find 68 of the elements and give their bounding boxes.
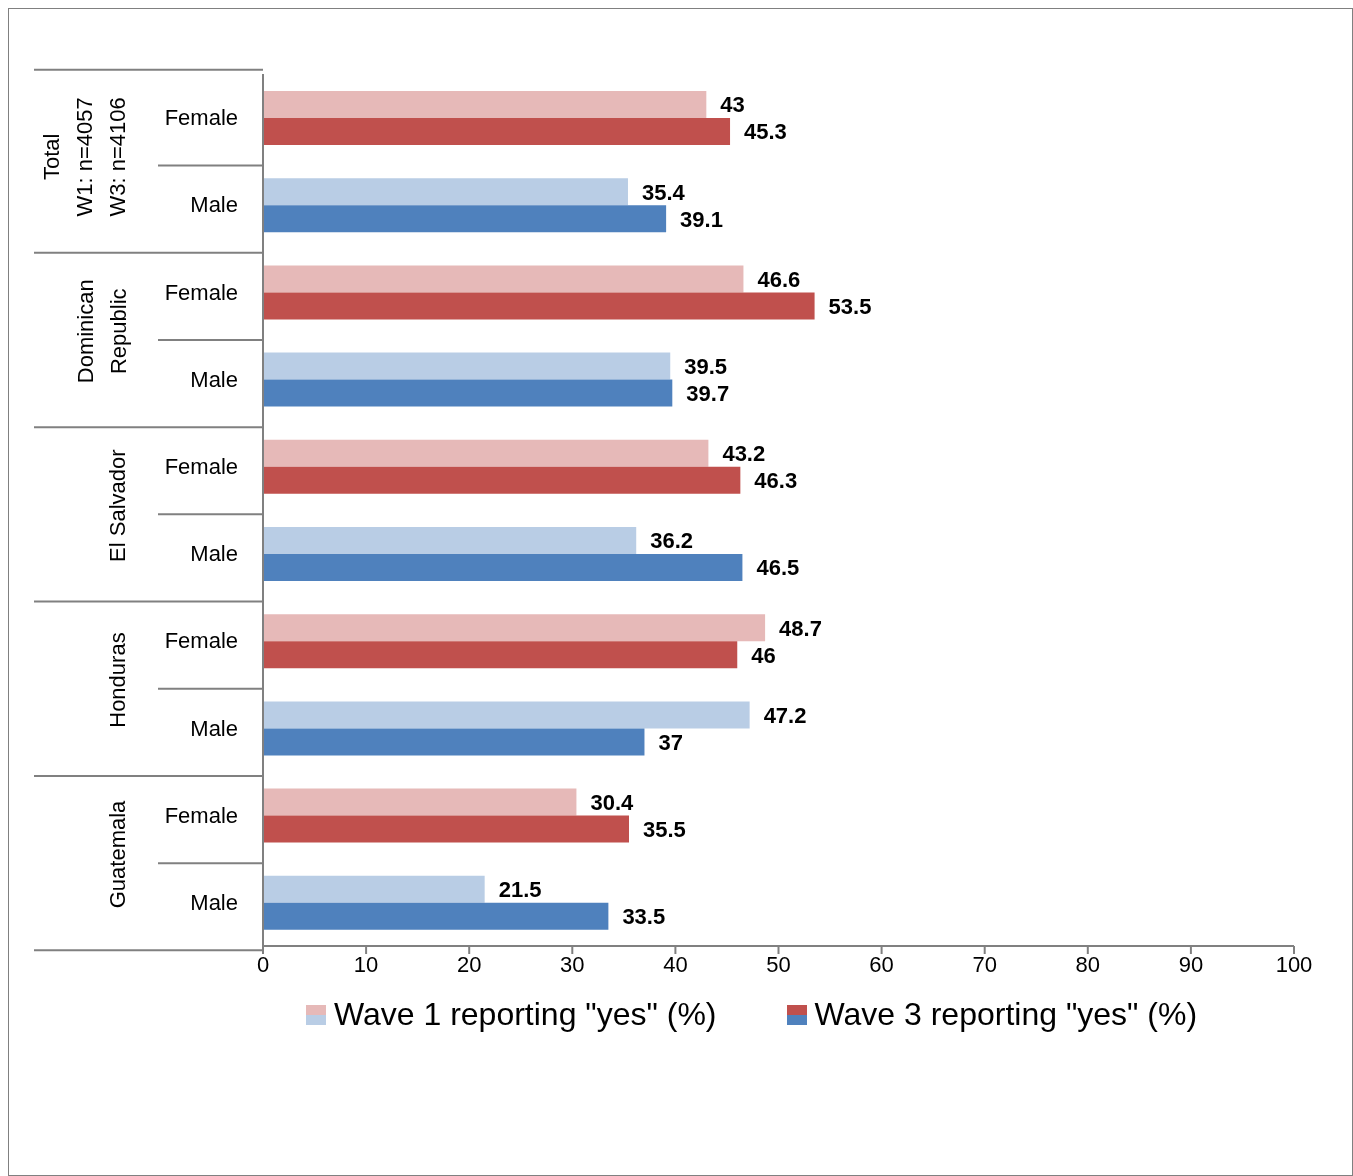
- data-label: 30.4: [590, 789, 635, 815]
- bar: [263, 292, 815, 320]
- bar: [263, 875, 485, 903]
- bar: [263, 352, 671, 380]
- bar: [263, 439, 709, 467]
- x-tick-label: 90: [1178, 951, 1204, 977]
- x-tick-label: 70: [972, 951, 997, 977]
- y-tick-label: Female: [164, 453, 238, 479]
- bar: [263, 91, 707, 118]
- text: Honduras: [105, 632, 131, 728]
- bar: [263, 701, 750, 729]
- data-label: 39.1: [680, 206, 723, 232]
- data-label: 48.7: [779, 615, 822, 641]
- bar: [263, 527, 637, 554]
- y-tick-label: Female: [164, 802, 238, 828]
- x-tick-label: 40: [663, 951, 688, 977]
- legend-label: Wave 3 reporting "yes" (%): [814, 996, 1198, 1033]
- y-tick-label: Male: [190, 192, 238, 218]
- bar: [263, 728, 645, 756]
- x-tick-label: 0: [256, 951, 270, 977]
- data-label: 35.4: [641, 179, 686, 205]
- text: Guatemala: [105, 799, 131, 909]
- data-label: 36.2: [650, 528, 694, 554]
- x-tick-label: 30: [560, 951, 585, 977]
- y-tick-label: Male: [190, 715, 238, 741]
- text: El Salvador: [105, 449, 131, 562]
- data-label: 46.3: [754, 468, 798, 494]
- bar: [263, 466, 741, 494]
- bar: [263, 379, 673, 407]
- data-label: 47.2: [763, 702, 807, 728]
- data-label: 39.7: [686, 380, 730, 406]
- y-tick-label: Male: [190, 366, 238, 392]
- x-tick-label: 100: [1275, 951, 1313, 977]
- x-tick-label: 50: [766, 951, 791, 977]
- y-tick-label: Female: [164, 628, 238, 654]
- data-label: 46: [751, 642, 776, 668]
- x-tick-label: 10: [353, 951, 379, 977]
- bar: [263, 265, 744, 293]
- text: Total W1: n=4057 W3: n=4106: [39, 97, 131, 217]
- bar: [263, 815, 630, 843]
- y-tick-label: Male: [190, 889, 238, 915]
- y-tick-label: Male: [190, 541, 238, 567]
- bar: [263, 554, 743, 581]
- x-tick-label: 80: [1075, 951, 1101, 977]
- data-label: 35.5: [643, 816, 686, 842]
- bar: [263, 118, 731, 145]
- y-tick-label: Female: [164, 279, 238, 305]
- data-label: 46.5: [756, 555, 800, 581]
- x-tick-label: 20: [456, 951, 482, 977]
- bar: [263, 205, 667, 233]
- data-label: 37: [658, 729, 683, 755]
- bar: [263, 788, 577, 816]
- x-tick-label: 60: [869, 951, 894, 977]
- data-label: 53.5: [828, 293, 872, 319]
- bar: [263, 641, 738, 669]
- y-tick-label: Female: [164, 105, 238, 131]
- data-label: 46.6: [757, 266, 801, 292]
- bar: [263, 178, 628, 206]
- legend-label: Wave 1 reporting "yes" (%): [333, 996, 717, 1033]
- data-label: 21.5: [498, 877, 542, 903]
- text: Dominican Republic: [72, 279, 131, 384]
- data-label: 43.2: [722, 441, 766, 467]
- bar: [263, 614, 766, 642]
- data-label: 39.5: [684, 353, 728, 379]
- data-label: 43: [720, 92, 745, 118]
- data-label: 33.5: [622, 904, 666, 930]
- data-label: 45.3: [744, 119, 787, 145]
- bar: [263, 902, 609, 930]
